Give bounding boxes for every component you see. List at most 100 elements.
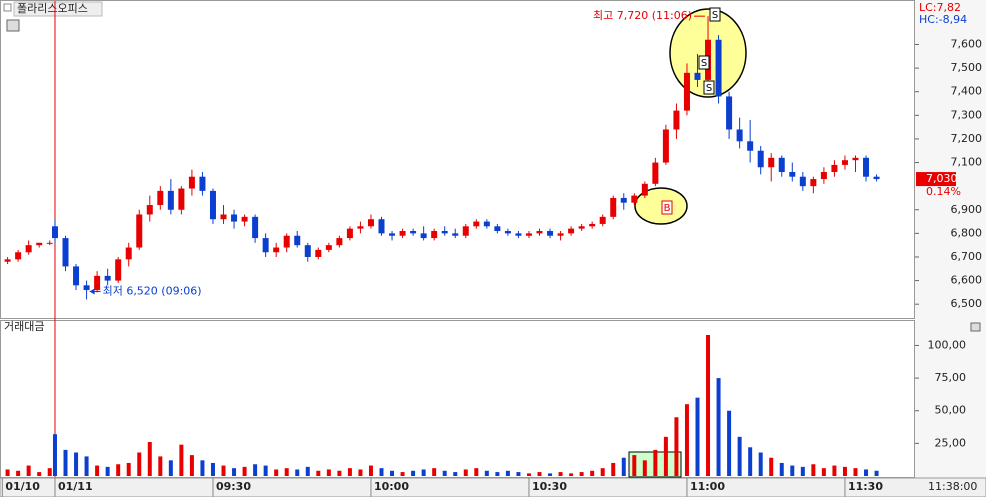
y-tick-label: 6,800 [951,226,983,239]
candle-body [157,190,164,206]
candle-body [262,238,269,253]
volume-bar [74,452,79,476]
y-tick-label: 6,700 [951,250,983,263]
candle-body [799,176,806,187]
volume-bar [37,472,42,476]
candle-body [389,233,396,236]
last-price-label: 7,030 [926,172,958,185]
volume-bar [63,449,68,476]
volume-bar [411,470,416,476]
volume-bar [474,468,479,476]
volume-bar [105,466,110,476]
x-tick-label: 09:30 [216,480,251,493]
volume-bar [727,410,732,476]
volume-bar [748,447,753,476]
volume-bar [232,468,237,476]
candle-body [83,285,90,291]
candle-body [431,231,438,239]
volume-bar [821,468,826,476]
candle-body [104,275,111,281]
volume-bar [368,465,373,476]
volume-bar [26,465,31,476]
candle-body [241,216,248,222]
volume-bar [347,468,352,476]
candle-body [336,238,343,246]
signal-label: B [664,203,671,214]
x-tick-label: 11:00 [690,480,725,493]
time-axis [0,477,986,497]
candle-body [51,226,58,239]
volume-bar [263,465,268,476]
icon[interactable] [6,19,20,32]
volume-bar [537,472,542,476]
candle-body [199,176,206,191]
close-button[interactable] [970,322,981,332]
candle-body [494,226,501,232]
candle-body [610,197,617,217]
candle-body [726,96,733,130]
volume-bar [526,473,531,476]
volume-bar [253,464,258,476]
candle-body [357,226,364,229]
signal-label: S [706,83,712,94]
candle-body [94,275,101,291]
volume-bar [621,457,626,476]
volume-bar [495,472,500,476]
candle-body [631,195,638,203]
candle-body [736,129,743,142]
volume-bar [790,465,795,476]
x-tick-label: 01/11 [58,480,93,493]
volume-bar [400,472,405,476]
volume-bar [579,472,584,476]
lc-label: LC:7,82 [919,1,961,14]
volume-bar [305,466,310,476]
highlight [634,187,688,225]
volume-bar [274,469,279,476]
volume-bar [853,468,858,476]
candle-body [178,188,185,210]
volume-bar [674,417,679,476]
volume-bar [505,470,510,476]
candle-body [873,176,880,180]
volume-bar [653,449,658,476]
candle-body [36,242,43,246]
candle-body [452,233,459,236]
signal-label: S [701,58,707,69]
volume-bar [706,335,711,476]
volume-bar [758,452,763,476]
volume-bar [695,397,700,476]
y-tick-label: 7,600 [951,37,983,50]
volume-bar [832,465,837,476]
high-label: 최고 7,720 (11:06) [593,9,692,22]
volume-bar [116,464,121,476]
volume-bar [737,436,742,476]
candle-body [536,231,543,234]
y-tick-label: 7,500 [951,61,983,74]
icon [3,3,12,12]
candle-body [641,183,648,196]
candle-body [231,214,238,222]
volume-title: 거래대금 [4,320,44,333]
volume-bar [158,456,163,476]
title-box [13,1,103,17]
volume-bar [874,470,879,476]
signal-marker [661,200,673,215]
v-tick-label: 100,00 [928,338,967,351]
volume-bar [147,442,152,476]
volume-bar [379,468,384,476]
candle-body [188,176,195,189]
candle-body [399,231,406,236]
candle-body [841,160,848,165]
candle-body [747,141,754,151]
candle-body [136,214,143,248]
candle-body [652,162,659,184]
candle-body [4,259,11,262]
candle-body [620,197,627,203]
candle-body [209,190,216,220]
y-tick-label: 6,500 [951,297,983,310]
candle-body [578,226,585,229]
candle-body [325,245,332,250]
volume-bar [590,470,595,476]
candle-body [25,245,32,253]
volume-bar [716,378,721,476]
